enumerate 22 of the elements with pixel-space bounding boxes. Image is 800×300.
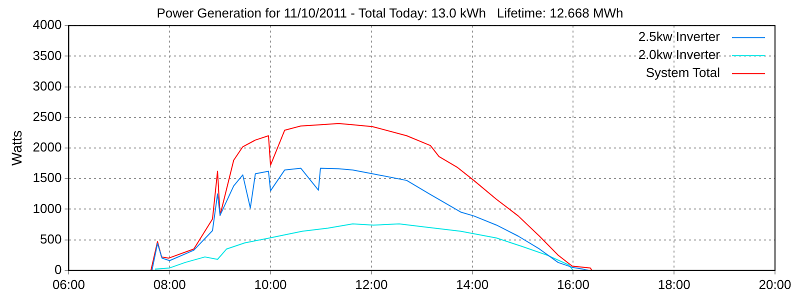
legend-label: 2.5kw Inverter	[638, 29, 721, 44]
chart-title: Power Generation for 11/10/2011 - Total Today: 13.0 kWh Lifetime: 12.668 MWh	[156, 5, 624, 20]
y-tick-label: 1000	[32, 200, 62, 216]
x-tick-label: 16:00	[556, 276, 590, 292]
y-tick-label: 3000	[32, 78, 62, 94]
y-tick-label: 0	[54, 262, 62, 277]
legend-label: 2.0kw Inverter	[638, 47, 721, 62]
y-axis-title: Watts	[8, 130, 24, 166]
x-tick-label: 12:00	[355, 276, 388, 292]
y-tick-label: 2500	[32, 108, 62, 124]
x-tick-label: 10:00	[254, 276, 287, 292]
x-tick-label: 06:00	[52, 276, 85, 292]
x-tick-label: 14:00	[456, 276, 489, 292]
y-tick-label: 3500	[32, 48, 62, 63]
x-tick-label: 20:00	[758, 276, 792, 292]
x-tick-label: 08:00	[153, 276, 186, 292]
legend-label: System Total	[646, 65, 720, 80]
y-tick-label: 4000	[32, 17, 62, 32]
y-tick-label: 2000	[32, 140, 62, 155]
y-tick-label: 1500	[32, 170, 62, 186]
x-tick-label: 18:00	[658, 276, 690, 292]
y-tick-label: 500	[40, 231, 62, 246]
